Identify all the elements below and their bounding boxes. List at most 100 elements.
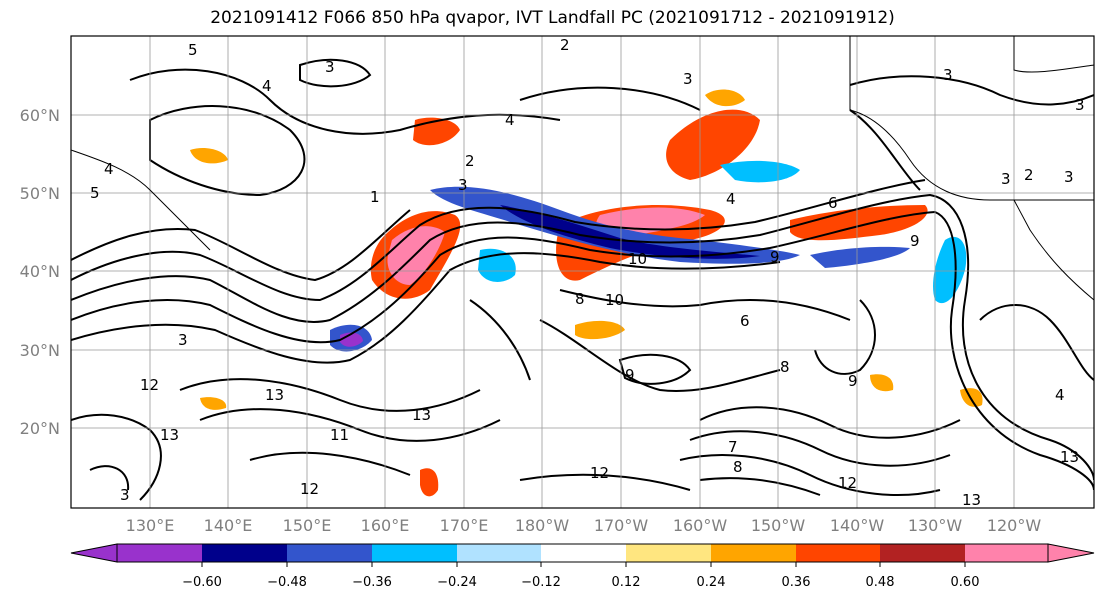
contour-label: 4 (505, 111, 515, 129)
contour-label: 4 (1055, 386, 1065, 404)
contour-label: 3 (683, 70, 693, 88)
contour-label: 13 (160, 426, 179, 444)
contour-label: 6 (828, 194, 838, 212)
coastlines (71, 36, 1094, 301)
lon-label: 160°E (361, 516, 410, 535)
contour-label: 4 (726, 190, 736, 208)
asia-positive (190, 148, 228, 164)
contour-label: 4 (104, 160, 114, 178)
colorbar-tick-label: 0.48 (866, 575, 895, 590)
contour-label: 3 (458, 176, 468, 194)
contour-label: 10 (628, 250, 647, 268)
colorbar-tick-label: −0.36 (352, 575, 392, 590)
colorbar-tick-label: 0.24 (697, 575, 726, 590)
contour-label: 10 (605, 291, 624, 309)
contour-labels: 5 3 4 2 3 4 3 4 5 3 2 3 4 6 13 12 13 10 … (90, 36, 1085, 508)
graticule (71, 36, 1094, 508)
map-frame (70, 35, 1095, 509)
colorbar-segment (287, 544, 372, 562)
lat-label-20n: 20°N (20, 419, 60, 438)
lat-label-40n: 40°N (20, 262, 60, 281)
lat-label-30n: 30°N (20, 341, 60, 360)
colorbar-segment (372, 544, 457, 562)
contour-label: 8 (575, 290, 585, 308)
contour-label: 3 (1064, 168, 1074, 186)
lon-label: 150°W (751, 516, 806, 535)
orange-patch-1 (575, 320, 625, 340)
colorbar-segment (711, 544, 796, 562)
ivt-contours (71, 58, 1094, 501)
lon-label: 170°E (440, 516, 489, 535)
contour-label: 8 (780, 358, 790, 376)
contour-label: 5 (188, 41, 198, 59)
jet-negative-band (430, 186, 800, 264)
lon-label: 130°W (908, 516, 963, 535)
contour-label: 9 (910, 232, 920, 250)
contour-label: 4 (262, 77, 272, 95)
orange-patch-2 (200, 397, 227, 410)
contour-label: 12 (140, 376, 159, 394)
colorbar-segment (626, 544, 711, 562)
contour-label: 12 (838, 474, 857, 492)
colorbar-tick-label: 0.36 (782, 575, 811, 590)
colorbar-tick-label: −0.12 (521, 575, 561, 590)
colorbar: −0.60 −0.48 −0.36 −0.24 −0.12 0.12 0.24 … (70, 543, 1095, 590)
colorbar-segment (117, 544, 202, 562)
contour-label: 9 (770, 248, 780, 266)
bering-positive (413, 117, 460, 146)
lat-label-50n: 50°N (20, 184, 60, 203)
contour-label: 13 (412, 406, 431, 424)
contour-label: 12 (590, 464, 609, 482)
lon-label: 170°W (594, 516, 649, 535)
contour-label: 3 (325, 58, 335, 76)
lon-label: 130°E (126, 516, 175, 535)
lat-label-60n: 60°N (20, 106, 60, 125)
contour-label: 9 (848, 372, 858, 390)
contour-label: 7 (728, 438, 738, 456)
contour-label: 13 (265, 386, 284, 404)
contour-label: 13 (1060, 448, 1079, 466)
lon-label: 150°E (283, 516, 332, 535)
contour-label: 2 (560, 36, 570, 54)
alaska-negative (720, 160, 800, 183)
contour-label: 5 (90, 184, 100, 202)
colorbar-tick-label: 0.12 (612, 575, 641, 590)
ne-pacific-negative (810, 246, 910, 268)
colorbar-ticks (201, 562, 966, 567)
colorbar-tick-label: 0.60 (951, 575, 980, 590)
longitude-labels: 130°E 140°E 150°E 160°E 170°E 180°W 170°… (126, 516, 1042, 535)
colorbar-frame (116, 543, 1049, 563)
contour-label: 3 (120, 486, 130, 504)
lon-label: 180°W (515, 516, 570, 535)
contour-label: 12 (300, 480, 319, 498)
contour-label: 11 (330, 426, 349, 444)
gulf-positive-band (790, 205, 928, 241)
colorbar-segment (202, 544, 287, 562)
colorbar-segment (965, 544, 1048, 562)
lon-label: 140°W (830, 516, 885, 535)
lon-label: 160°W (673, 516, 728, 535)
contour-label: 2 (1024, 166, 1034, 184)
latitude-labels: 60°N 50°N 40°N 30°N 20°N (20, 106, 60, 438)
colorbar-min-arrow (70, 543, 118, 563)
map-title: 2021091412 F066 850 hPa qvapor, IVT Land… (210, 8, 895, 28)
colorbar-segment (880, 544, 965, 562)
colorbar-segment (457, 544, 541, 562)
contour-label: 1 (370, 188, 380, 206)
lon-label: 140°E (204, 516, 253, 535)
anomaly-shading (190, 89, 983, 497)
map-content: 5 3 4 2 3 4 3 4 5 3 2 3 4 6 13 12 13 10 … (71, 36, 1094, 508)
orange-patch-5 (870, 374, 894, 392)
coast-negative (933, 236, 967, 304)
colorbar-tick-label: −0.60 (182, 575, 222, 590)
contour-label: 3 (943, 66, 953, 84)
colorbar-tick-label: −0.48 (267, 575, 307, 590)
colorbar-tick-label: −0.24 (437, 575, 477, 590)
contour-label: 3 (1001, 170, 1011, 188)
contour-label: 3 (1075, 96, 1085, 114)
colorbar-segment (796, 544, 880, 562)
contour-label: 2 (465, 152, 475, 170)
alaska-positive-outer (705, 89, 745, 107)
contour-label: 3 (178, 331, 188, 349)
